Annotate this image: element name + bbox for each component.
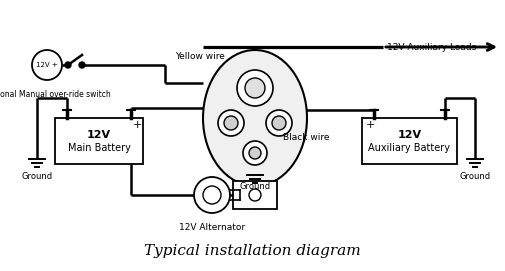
Text: 12V: 12V (397, 130, 422, 140)
Text: Optional Manual over-ride switch: Optional Manual over-ride switch (0, 90, 111, 99)
Circle shape (266, 110, 292, 136)
Circle shape (224, 116, 238, 130)
Bar (233, 181, 277, 209)
Text: Ground: Ground (460, 172, 490, 181)
Circle shape (203, 186, 221, 204)
Circle shape (237, 70, 273, 106)
Text: Yellow wire: Yellow wire (175, 52, 225, 61)
Circle shape (272, 116, 286, 130)
Text: +: + (132, 120, 142, 130)
Text: Auxiliary Battery: Auxiliary Battery (369, 143, 450, 153)
Circle shape (249, 189, 261, 201)
Circle shape (245, 78, 265, 98)
Text: Black wire: Black wire (283, 134, 329, 143)
Text: 12V Auxiliary Loads: 12V Auxiliary Loads (387, 43, 476, 51)
Circle shape (249, 147, 261, 159)
Text: Main Battery: Main Battery (68, 143, 130, 153)
Circle shape (65, 62, 71, 68)
Text: +: + (365, 120, 375, 130)
Text: Ground: Ground (21, 172, 53, 181)
Circle shape (218, 110, 244, 136)
Text: 12V: 12V (87, 130, 111, 140)
Ellipse shape (203, 50, 307, 186)
Bar (362, 118, 457, 164)
Bar (55, 118, 143, 164)
Text: 12V +: 12V + (36, 62, 58, 68)
Circle shape (79, 62, 85, 68)
Circle shape (32, 50, 62, 80)
Text: 12V Alternator: 12V Alternator (179, 223, 245, 232)
Text: Ground: Ground (239, 182, 271, 191)
Circle shape (243, 141, 267, 165)
Text: Typical installation diagram: Typical installation diagram (143, 244, 361, 258)
Circle shape (194, 177, 230, 213)
